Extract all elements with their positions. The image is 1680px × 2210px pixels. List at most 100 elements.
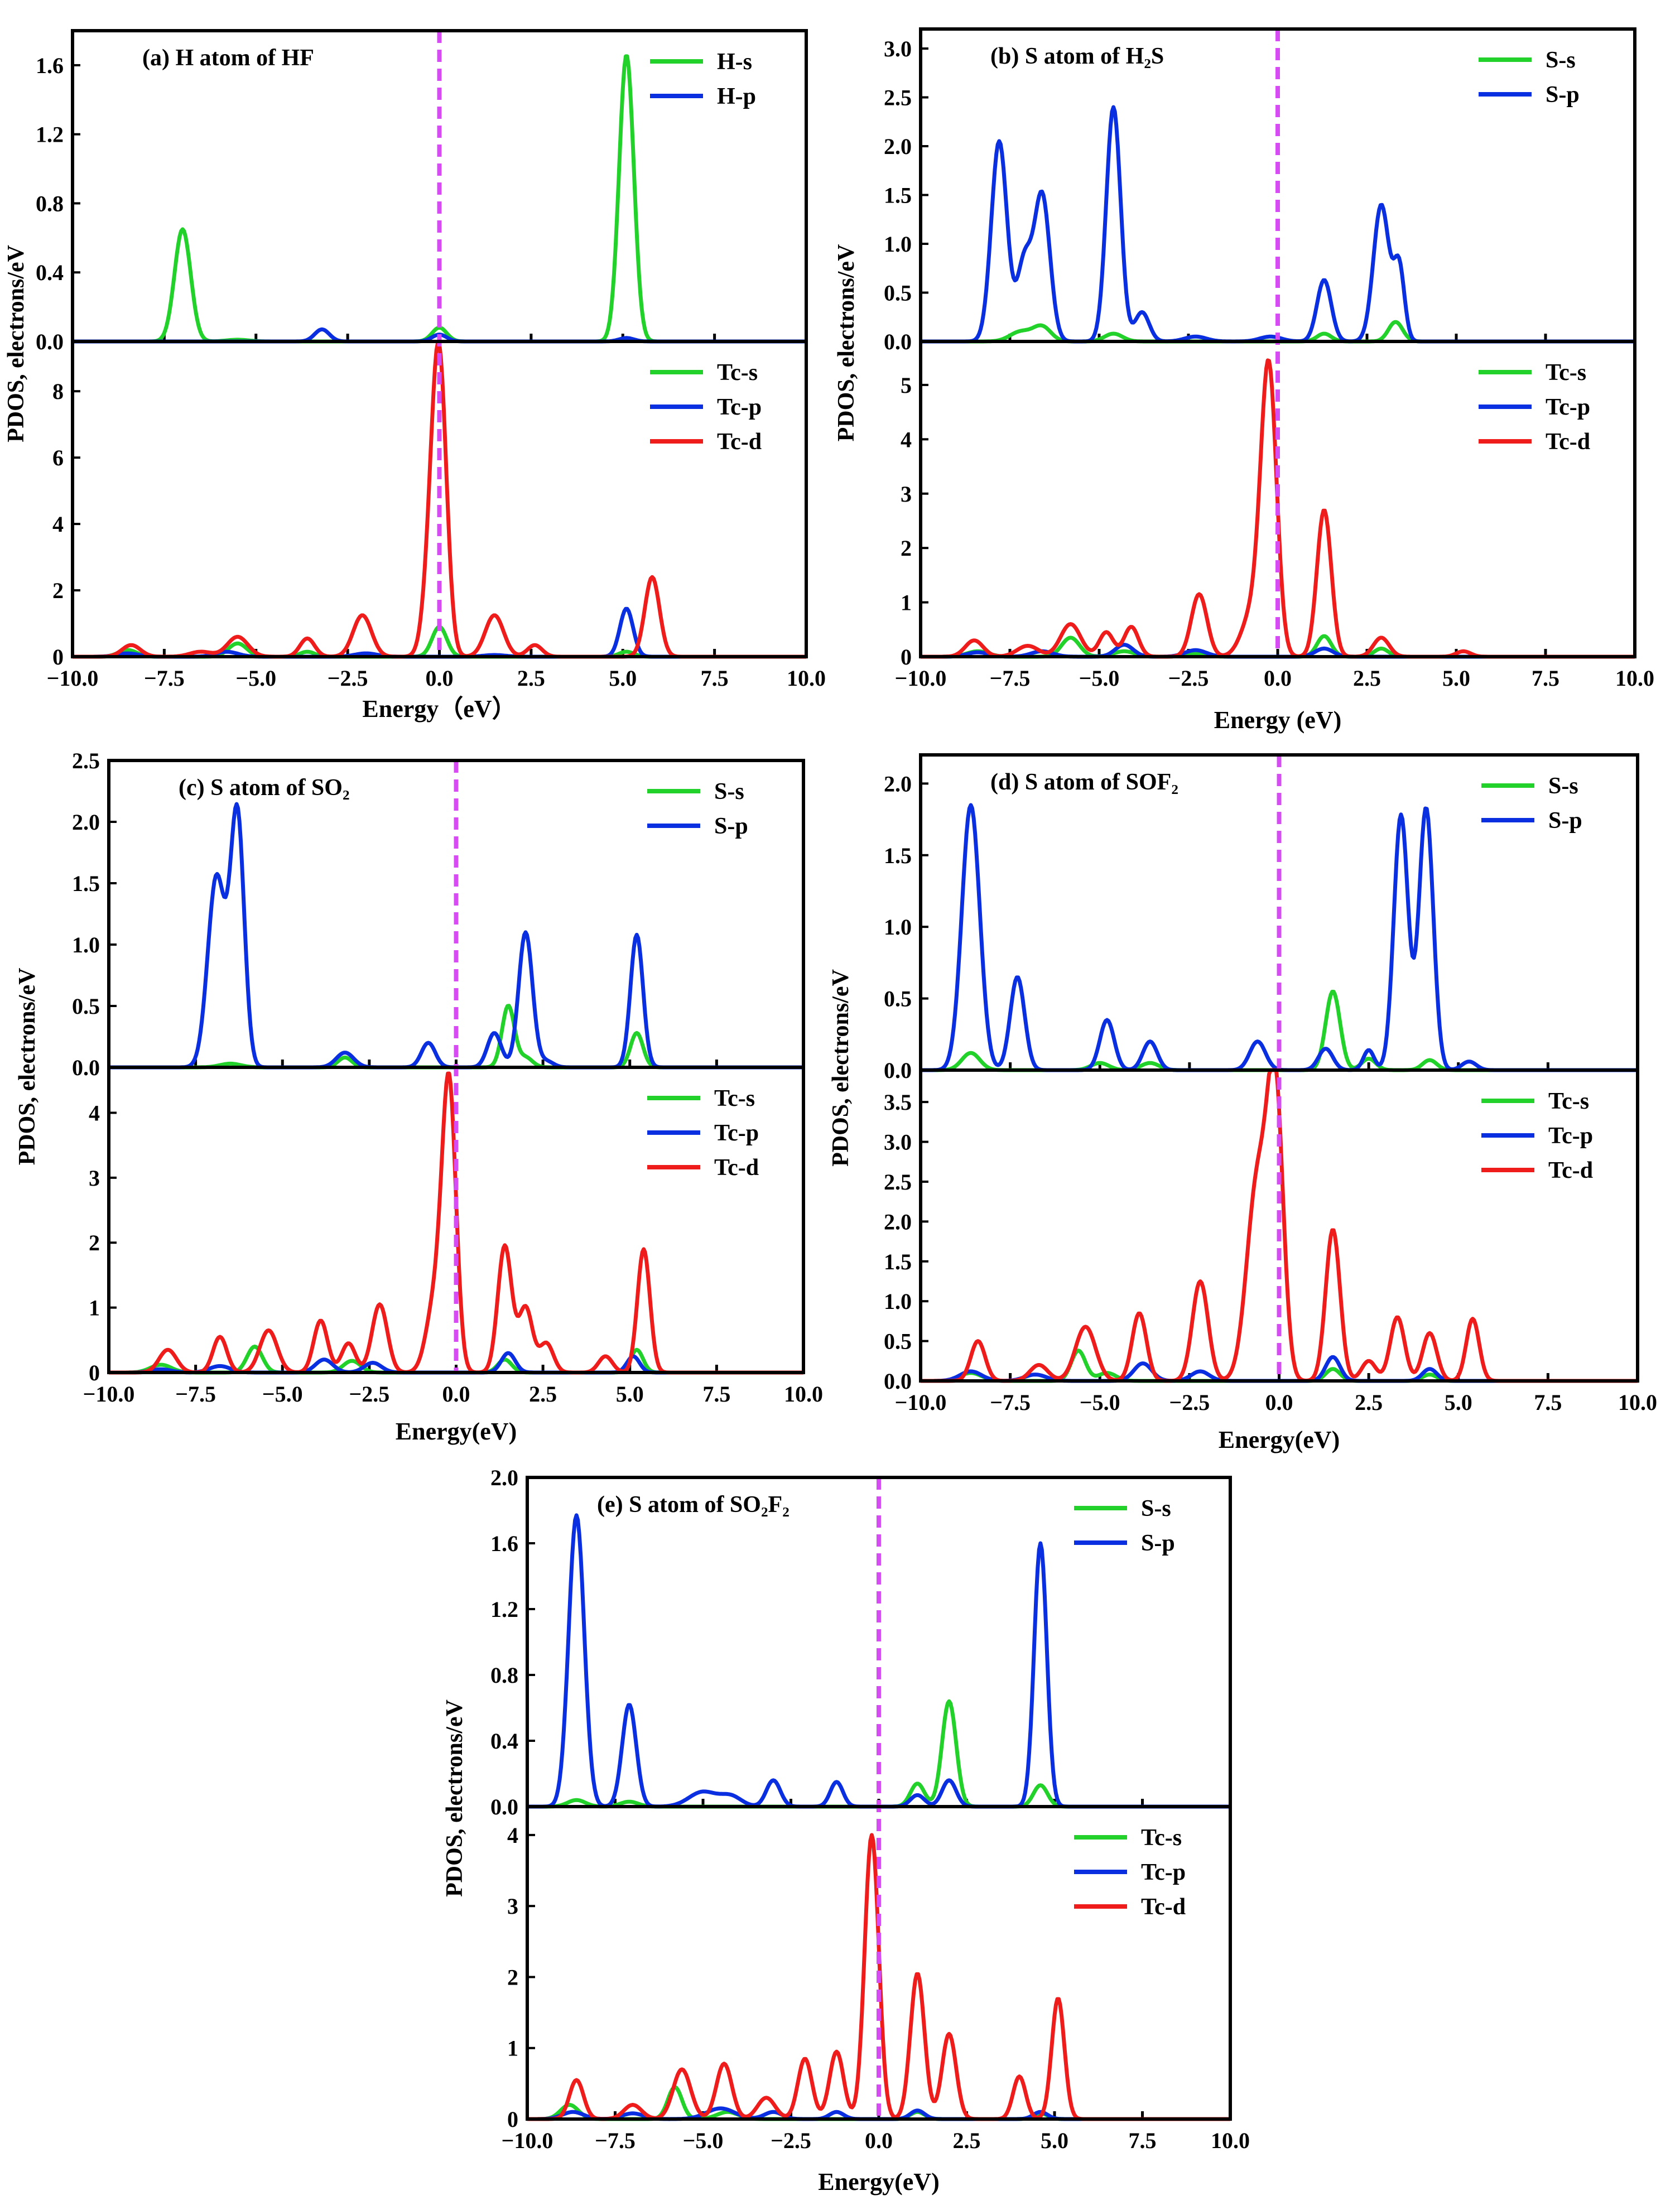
legend-label: Tc-d: [1141, 1894, 1186, 1920]
y-tick-label: 4: [507, 1823, 518, 1848]
x-tick-label: 2.5: [529, 1381, 557, 1407]
legend-label: S-p: [1546, 82, 1580, 108]
panel-title: (a) H atom of HF: [142, 45, 314, 71]
y-tick-label: 3: [507, 1894, 518, 1919]
y-tick-label: 0.5: [884, 986, 912, 1012]
x-tick-label: −10.0: [47, 666, 99, 691]
x-tick-label: −2.5: [771, 2128, 811, 2153]
pdos-figure: 0.00.40.81.21.6 H-sH-p02468Tc-sTc-pTc-d−1…: [0, 0, 1680, 2210]
y-tick-label: 3: [901, 482, 912, 507]
legend-label: Tc-s: [1546, 360, 1586, 386]
x-tick-label: −7.5: [990, 666, 1031, 691]
y-axis-label: PDOS, electrons/eV: [442, 1699, 468, 1897]
legend-label: S-s: [1141, 1496, 1171, 1522]
x-axis-label: Energy（eV）: [362, 695, 516, 723]
y-axis-label: PDOS, electrons/eV: [3, 245, 29, 442]
legend-label: Tc-p: [1546, 394, 1590, 420]
y-tick-label: 0.4: [490, 1728, 518, 1754]
legend-label: Tc-d: [717, 429, 762, 455]
y-tick-label: 4: [89, 1100, 100, 1125]
x-tick-label: −2.5: [349, 1381, 389, 1407]
x-tick-label: 10.0: [1615, 666, 1654, 691]
y-tick-label: 1.0: [884, 1289, 912, 1314]
panel-title: (d) S atom of SOF₂: [990, 769, 1178, 795]
y-tick-label: 6: [52, 445, 64, 470]
y-tick-label: 2: [52, 578, 64, 603]
y-axis-label: PDOS, electrons/eV: [828, 969, 854, 1167]
x-tick-label: −10.0: [83, 1381, 135, 1407]
y-tick-label: 1.0: [884, 914, 912, 940]
x-tick-label: −2.5: [328, 666, 368, 691]
y-tick-label: 2: [89, 1230, 100, 1255]
y-tick-label: 1.6: [36, 53, 64, 78]
x-tick-label: 5.0: [1442, 666, 1470, 691]
legend-label: Tc-p: [1548, 1123, 1593, 1149]
y-tick-label: 4: [901, 427, 912, 452]
y-tick-label: 0.0: [36, 329, 64, 354]
x-tick-label: −5.0: [1080, 1390, 1120, 1415]
x-tick-label: −7.5: [990, 1390, 1031, 1415]
y-tick-label: 2.0: [490, 1465, 518, 1490]
y-tick-label: 1.0: [72, 932, 100, 957]
y-tick-label: 2.5: [884, 85, 912, 110]
x-tick-label: −10.0: [895, 666, 947, 691]
x-tick-label: 10.0: [1211, 2128, 1250, 2153]
x-tick-label: 2.5: [517, 666, 545, 691]
x-tick-label: 5.0: [609, 666, 637, 691]
panel-title: (b) S atom of H₂S: [990, 44, 1164, 69]
x-tick-label: 7.5: [702, 1381, 730, 1407]
x-tick-label: 5.0: [1445, 1390, 1472, 1415]
x-tick-label: 5.0: [616, 1381, 644, 1407]
legend-label: S-p: [1141, 1530, 1175, 1556]
x-axis-label: Energy(eV): [1219, 1426, 1340, 1453]
y-tick-label: 1.2: [36, 122, 64, 147]
x-tick-label: −7.5: [595, 2128, 636, 2153]
x-tick-label: −10.0: [502, 2128, 553, 2153]
y-axis-label: PDOS, electrons/eV: [834, 244, 859, 442]
legend-label: Tc-d: [1548, 1158, 1593, 1183]
x-tick-label: 0.0: [1264, 666, 1292, 691]
x-tick-label: −2.5: [1168, 666, 1209, 691]
x-tick-label: −7.5: [144, 666, 185, 691]
y-tick-label: 1: [507, 2036, 518, 2061]
legend-label: Tc-s: [714, 1086, 755, 1111]
legend-label: Tc-s: [1548, 1089, 1589, 1114]
x-tick-label: 7.5: [1129, 2128, 1157, 2153]
legend-label: S-s: [714, 779, 744, 805]
y-tick-label: 0.5: [884, 1329, 912, 1354]
y-tick-label: 0.0: [884, 1058, 912, 1083]
x-tick-label: −5.0: [235, 666, 276, 691]
x-tick-label: 0.0: [442, 1381, 470, 1407]
y-tick-label: 2.5: [884, 1169, 912, 1195]
x-tick-label: 0.0: [865, 2128, 893, 2153]
x-tick-label: 10.0: [787, 666, 826, 691]
y-tick-label: 1.0: [884, 232, 912, 257]
x-axis-label: Energy(eV): [396, 1418, 517, 1445]
legend-label: S-p: [1548, 808, 1582, 834]
x-tick-label: 5.0: [1041, 2128, 1068, 2153]
y-tick-label: 2: [901, 536, 912, 561]
y-tick-label: 2.0: [884, 134, 912, 159]
y-tick-label: 0.5: [884, 281, 912, 306]
x-axis-label: Energy (eV): [1214, 706, 1342, 734]
y-tick-label: 1.5: [884, 843, 912, 868]
y-tick-label: 1.6: [490, 1531, 518, 1556]
x-tick-label: 2.5: [953, 2128, 981, 2153]
y-tick-label: 3.0: [884, 36, 912, 61]
legend-label: Tc-p: [1141, 1860, 1186, 1885]
legend-label: S-s: [1548, 773, 1578, 799]
x-axis-label: Energy(eV): [818, 2168, 940, 2195]
y-tick-label: 0.0: [884, 329, 912, 354]
x-tick-label: 2.5: [1355, 1390, 1383, 1415]
x-tick-label: −10.0: [895, 1390, 947, 1415]
y-axis-label: PDOS, electrons/eV: [15, 968, 40, 1166]
panel-title: (e) S atom of SO₂F₂: [597, 1492, 790, 1518]
x-tick-label: −5.0: [1079, 666, 1120, 691]
x-tick-label: 10.0: [1618, 1390, 1657, 1415]
x-tick-label: 0.0: [426, 666, 454, 691]
y-tick-label: 2: [507, 1965, 518, 1990]
y-tick-label: 0.8: [490, 1663, 518, 1688]
y-tick-label: 2.0: [884, 771, 912, 796]
y-tick-label: 0.4: [36, 260, 64, 285]
x-tick-label: 7.5: [701, 666, 729, 691]
